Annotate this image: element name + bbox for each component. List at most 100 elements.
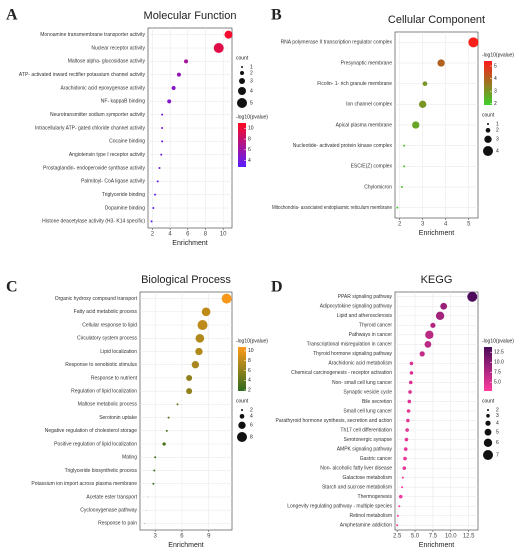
category-label: Apical plasma membrane	[336, 122, 393, 128]
size-legend-key	[483, 146, 493, 156]
category-label: Monoamine transmembrane transporter acti…	[40, 32, 145, 38]
category-label: Galactose metabolism	[343, 475, 392, 481]
color-tick-label: 2	[248, 387, 251, 393]
x-tick-label: 4	[168, 232, 172, 238]
bubble	[213, 43, 224, 53]
plot-background	[139, 291, 233, 531]
x-tick-label: 10.0	[445, 534, 457, 540]
bubble	[221, 293, 232, 304]
category-label: Amphetamine addiction	[340, 523, 392, 529]
bubble	[147, 496, 149, 498]
category-label: Thermogenesis	[358, 494, 393, 500]
chart-title: Cellular Component	[388, 14, 485, 26]
bubble	[176, 403, 179, 406]
chart-title: Molecular Function	[144, 10, 237, 22]
bubble	[408, 380, 413, 385]
color-bar	[238, 347, 246, 391]
bubble	[467, 291, 478, 302]
category-label: Response to xenobiotic stimulus	[65, 362, 137, 368]
category-label: Gastric cancer	[360, 456, 393, 462]
category-label: Cyclooxygenase pathway	[80, 507, 137, 513]
category-label: Starch and sucrose metabolism	[322, 484, 392, 490]
category-label: Arachidonic acid metabolism	[328, 361, 392, 367]
category-label: ESC/E(Z) complex	[351, 164, 393, 170]
color-tick-label: 4	[248, 158, 251, 164]
panel-label: B	[271, 7, 282, 24]
category-label: Arachidonic acid epoxygenase activity	[61, 85, 146, 91]
color-tick-label: 3	[494, 88, 497, 94]
category-label: Chylomicron	[364, 184, 392, 190]
bubble	[152, 482, 155, 485]
chart-title: Biological Process	[141, 274, 231, 286]
size-legend-key	[241, 66, 243, 68]
bubble	[437, 59, 445, 67]
category-label: Ion channel complex	[346, 102, 392, 108]
size-legend-label: 4	[250, 414, 253, 420]
bubble	[158, 167, 161, 169]
color-tick-label: 8	[248, 136, 251, 142]
bubble	[396, 206, 399, 209]
color-tick-label: 10	[248, 348, 254, 354]
size-legend-label: 6	[496, 440, 499, 446]
color-tick-label: 8	[248, 358, 251, 364]
bubble	[195, 333, 205, 343]
bubble	[425, 330, 434, 340]
bubble	[403, 144, 406, 147]
size-legend-key	[237, 432, 247, 442]
size-legend-key	[238, 421, 246, 429]
panel-label: C	[6, 279, 18, 296]
bubble	[152, 207, 155, 209]
size-legend-title: count	[482, 112, 495, 118]
panel-label: D	[271, 279, 283, 296]
bubble	[167, 416, 170, 419]
bubble	[404, 437, 409, 442]
bubble	[412, 121, 420, 129]
size-legend-label: 1	[250, 64, 253, 70]
category-label: Response to nutrient	[91, 375, 138, 381]
bubble	[161, 127, 164, 129]
bubble	[403, 165, 406, 168]
bubble	[160, 153, 163, 156]
x-tick-label: 9	[207, 534, 211, 540]
size-legend-key	[238, 87, 246, 95]
x-axis-title: Enrichment	[172, 240, 207, 247]
size-legend-label: 1	[496, 121, 499, 127]
chart-panel: A Molecular Function 2 4 6 8 10 Enrichment Monoa…	[6, 7, 268, 247]
category-label: Non- small cell lung cancer	[332, 380, 392, 386]
x-tick-label: 3	[154, 534, 158, 540]
bubble	[401, 476, 404, 479]
size-legend-label: 3	[250, 78, 253, 84]
category-label: Palmitoyl- CoA ligase activity	[81, 179, 145, 185]
chart-title: KEGG	[421, 274, 453, 286]
bubble	[409, 371, 414, 375]
bubble	[419, 351, 425, 357]
color-tick-label: 6	[248, 368, 251, 374]
category-label: PPAR signaling pathway	[338, 294, 393, 300]
size-legend-key	[240, 71, 244, 75]
category-label: Angiotensin type I receptor activity	[69, 152, 146, 158]
chart-panel: C Biological Process 3 6 9 Enrichment Organic …	[6, 274, 268, 549]
chart-panel: B Cellular Component 2 3 4 5 Enrichment RNA pol…	[271, 7, 514, 237]
color-bar	[484, 61, 492, 105]
color-bar	[484, 347, 492, 391]
size-legend-label: 3	[496, 137, 499, 143]
color-tick-label: 10	[248, 126, 254, 132]
bubble	[191, 361, 200, 369]
size-legend-key	[485, 127, 491, 133]
category-label: Synaptic vesicle cycle	[343, 389, 392, 395]
x-tick-label: 5.0	[411, 534, 420, 540]
bubble	[396, 514, 399, 517]
chart-panel: D KEGG 2.5 5.0 7.5 10.0 12.5 Enrichment PPAR sig…	[271, 274, 514, 549]
category-label: Prostaglandin- endoperoxide synthase act…	[43, 165, 146, 171]
category-label: AMPK signaling pathway	[337, 446, 393, 452]
category-label: Cellular response to lipid	[82, 322, 137, 328]
x-tick-label: 2	[398, 222, 402, 228]
category-label: Nuclear receptor activity	[91, 45, 145, 51]
bubble	[167, 99, 172, 104]
category-label: Ficolin- 1- rich granule membrane	[317, 81, 392, 87]
bubble	[468, 37, 479, 48]
bubble	[402, 466, 407, 470]
bubble	[156, 180, 159, 183]
bubble	[419, 100, 427, 109]
category-label: Nucleotide- activated protein kinase com…	[293, 143, 393, 149]
